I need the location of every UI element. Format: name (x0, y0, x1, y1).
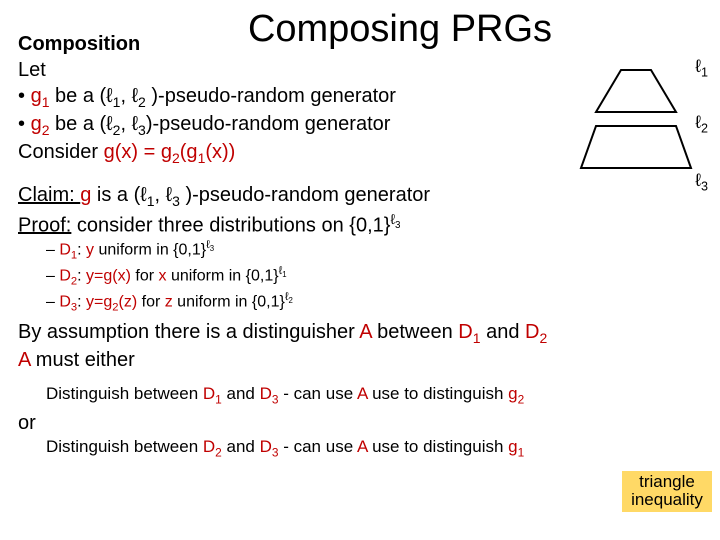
dist-d1: – D1: y uniform in {0,1}ℓ3 (46, 238, 702, 264)
a-must-line: A must either (18, 347, 702, 373)
l1-label: ℓ1 (695, 56, 708, 80)
l2-label: ℓ2 (695, 112, 708, 136)
or-line: or (18, 410, 702, 436)
trapezoid-diagram (566, 58, 706, 223)
assumption-line: By assumption there is a distinguisher A… (18, 319, 702, 347)
triangle-inequality-box: triangle inequality (622, 471, 712, 512)
l3-label: ℓ3 (695, 170, 708, 194)
distinguish-2: Distinguish between D2 and D3 - can use … (46, 436, 702, 461)
dist-d2: – D2: y=g(x) for x uniform in {0,1}ℓ1 (46, 264, 702, 290)
distinguish-1: Distinguish between D1 and D3 - can use … (46, 383, 702, 408)
dist-d3: – D3: y=g2(z) for z uniform in {0,1}ℓ2 (46, 290, 702, 316)
composition-head: Composition (18, 31, 702, 57)
